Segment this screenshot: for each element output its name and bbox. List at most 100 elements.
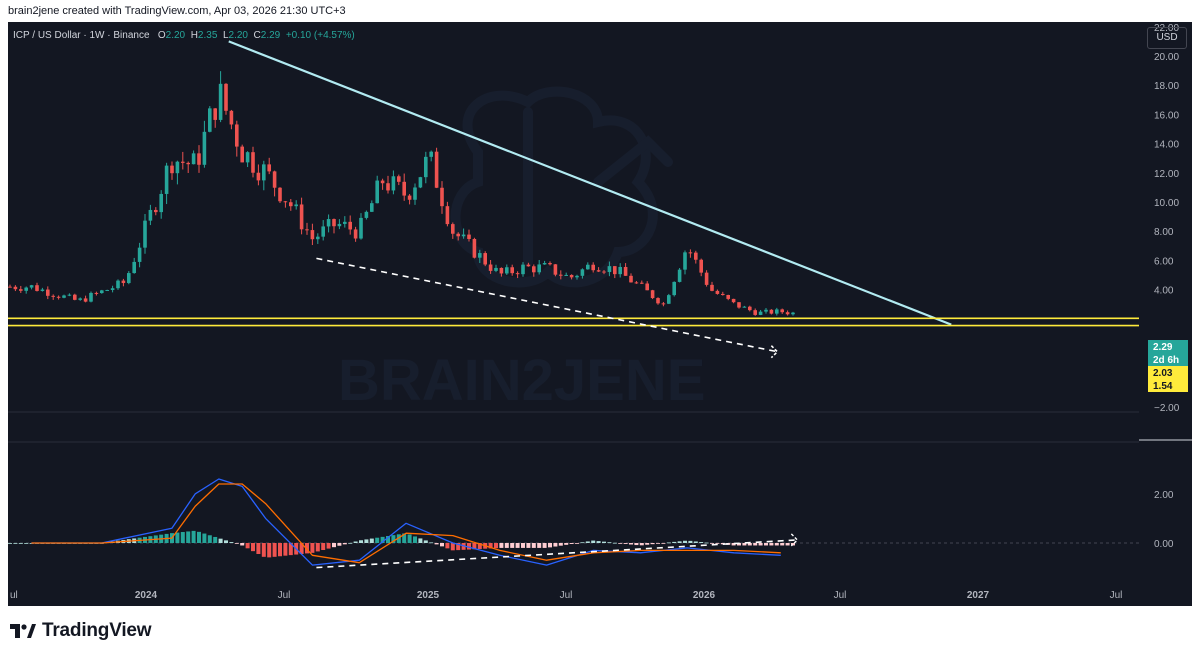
macd-histogram-bar <box>634 543 639 546</box>
macd-histogram-bar <box>186 531 191 543</box>
macd-histogram-bar <box>531 543 536 548</box>
macd-layer <box>8 478 1139 569</box>
macd-histogram-bar <box>472 543 477 550</box>
candle-body <box>456 233 460 237</box>
macd-histogram-bar <box>791 543 795 546</box>
macd-histogram-bar <box>369 538 374 543</box>
macd-histogram-bar <box>315 543 320 552</box>
macd-histogram-bar <box>715 543 720 544</box>
candle-body <box>272 171 277 188</box>
macd-histogram-bar <box>407 534 412 543</box>
price-tick-label: 14.00 <box>1154 140 1179 151</box>
macd-histogram-bar <box>267 543 272 558</box>
price-tick-label: 4.00 <box>1154 286 1174 297</box>
candle-body <box>380 180 385 184</box>
macd-histogram-bar <box>467 543 471 550</box>
candle-body <box>94 292 99 294</box>
candle-body <box>67 294 72 296</box>
candle-body <box>402 181 406 196</box>
time-tick-label: Jul <box>560 590 573 601</box>
price-axis[interactable] <box>1139 22 1192 606</box>
price-tick-label: 22.00 <box>1154 23 1179 34</box>
macd-histogram-bar <box>758 543 763 546</box>
candle-body <box>791 312 795 315</box>
macd-histogram-bar <box>413 536 417 543</box>
currency-button[interactable]: USD <box>1147 27 1187 49</box>
candle-body <box>310 230 315 240</box>
candle-body <box>569 274 574 278</box>
candle-body <box>208 108 212 132</box>
candle-body <box>132 261 136 274</box>
brain-logo-icon <box>450 86 673 288</box>
macd-histogram-bar <box>299 543 304 554</box>
candle-body <box>596 270 601 272</box>
candle-body <box>262 164 266 181</box>
macd-histogram-bar <box>618 543 623 544</box>
macd-histogram-bar <box>386 536 390 543</box>
level-high-badge-text: 2.03 <box>1153 368 1173 379</box>
attribution-text: brain2jene created with TradingView.com,… <box>8 5 346 17</box>
macd-histogram-bar <box>569 543 574 544</box>
macd-histogram-bar <box>240 543 245 546</box>
candle-body <box>240 146 244 163</box>
macd-histogram-bar <box>234 543 239 544</box>
price-tick-label: 8.00 <box>1154 227 1174 238</box>
macd-histogram-bar <box>256 543 261 554</box>
candles-layer <box>8 71 795 316</box>
macd-histogram-bar <box>8 543 12 544</box>
candle-body <box>780 309 784 313</box>
macd-histogram-bar <box>440 543 444 547</box>
low-label: L <box>222 30 229 41</box>
indicator-tick-label: 0.00 <box>1154 539 1174 550</box>
candle-body <box>445 206 450 225</box>
candle-body <box>683 252 687 270</box>
candle-body <box>191 153 196 165</box>
macd-histogram-bar <box>321 543 326 551</box>
candle-body <box>78 298 82 300</box>
candle-body <box>218 83 223 120</box>
price-chart-svg[interactable]: BRAIN2JENE 22.00 20.00 18.00 16.00 14.00 12.0… <box>8 22 1192 606</box>
candle-body <box>731 298 736 303</box>
time-tick-label: 2024 <box>135 590 158 601</box>
candle-body <box>656 298 660 304</box>
macd-histogram-bar <box>731 543 736 546</box>
macd-histogram-bar <box>650 543 655 545</box>
candle-body <box>316 236 320 240</box>
macd-histogram-bar <box>272 543 277 557</box>
macd-histogram-bar <box>305 543 309 554</box>
macd-histogram-bar <box>688 540 693 543</box>
candle-body <box>370 203 374 212</box>
price-tick-label: 6.00 <box>1154 256 1174 267</box>
chart-area[interactable]: BRAIN2JENE 22.00 20.00 18.00 16.00 14.00 12.0… <box>8 22 1192 606</box>
macd-histogram-bar <box>612 542 617 544</box>
tradingview-logo[interactable]: TradingView <box>10 620 152 642</box>
price-tick-label: 10.00 <box>1154 198 1179 209</box>
macd-histogram-bar <box>504 543 509 548</box>
macd-line <box>31 478 781 566</box>
macd-histogram-bar <box>364 539 369 543</box>
candle-body <box>677 269 682 282</box>
candle-body <box>521 264 525 275</box>
macd-histogram-bar <box>515 543 520 548</box>
macd-histogram-bar <box>510 543 515 548</box>
macd-histogram-bar <box>418 538 423 543</box>
symbol-name: ICP / US Dollar · 1W · Binance <box>13 30 150 41</box>
candle-body <box>245 152 250 163</box>
tradingview-logo-icon <box>10 624 36 638</box>
candle-body <box>591 264 595 271</box>
candle-body <box>73 294 77 300</box>
candle-body <box>494 267 498 271</box>
candle-body <box>299 204 304 230</box>
candle-body <box>478 253 482 258</box>
candle-body <box>353 229 358 239</box>
candle-body <box>397 176 401 182</box>
candle-body <box>758 311 763 315</box>
candle-body <box>29 285 34 288</box>
macd-histogram-bar <box>780 543 785 546</box>
candle-body <box>672 281 676 296</box>
macd-histogram-bar <box>693 541 698 543</box>
macd-histogram-bar <box>639 543 644 546</box>
candle-body <box>121 280 126 284</box>
macd-histogram-bar <box>753 543 758 546</box>
macd-histogram-bar <box>429 542 434 544</box>
